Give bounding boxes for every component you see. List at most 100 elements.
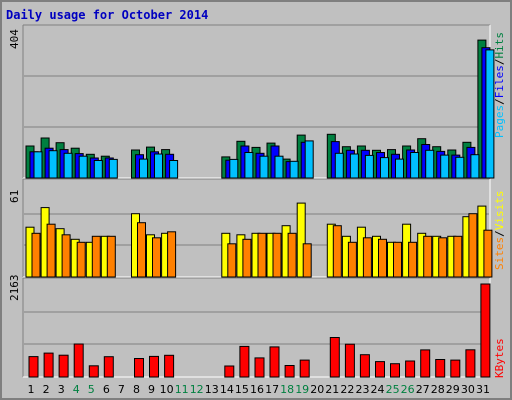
bar-pages-day-27: [425, 149, 435, 179]
bar-sites-day-27: [423, 235, 433, 278]
bar-pages-day-30: [470, 154, 480, 179]
bar-sites-day-18: [287, 232, 297, 278]
bar-pages-day-4: [78, 155, 88, 179]
bar-kbytes-day-4: [73, 343, 84, 378]
bar-pages-day-18: [289, 160, 299, 179]
bar-sites-day-26: [408, 241, 418, 278]
bar-pages-day-23: [364, 154, 374, 179]
bar-kbytes-day-10: [164, 354, 175, 378]
legend-kbytes: KBytes: [493, 338, 506, 378]
bar-pages-day-6: [108, 158, 118, 179]
bar-pages-day-24: [380, 157, 389, 179]
bar-sites-day-5: [91, 235, 101, 278]
bar-kbytes-day-19: [299, 359, 310, 378]
panel-max-label: 61: [8, 190, 21, 203]
bar-kbytes-day-28: [435, 359, 446, 378]
x-tick-label-day-11: 11: [175, 383, 189, 396]
bar-sites-day-24: [378, 238, 387, 278]
bar-visits-day-19: [296, 202, 306, 278]
bar-sites-day-16: [257, 232, 267, 278]
x-tick-label-day-5: 5: [88, 383, 95, 396]
bar-sites-day-6: [106, 235, 116, 278]
bar-sites-day-22: [347, 241, 357, 278]
bar-kbytes-day-24: [375, 361, 385, 378]
bar-sites-day-4: [76, 241, 86, 278]
bar-pages-day-15: [244, 152, 254, 179]
bar-kbytes-day-23: [359, 354, 370, 378]
legend-pages: Pages: [493, 105, 506, 138]
x-tick-label-day-28: 28: [431, 383, 445, 396]
x-tick-label-day-14: 14: [220, 383, 234, 396]
x-tick-label-day-10: 10: [160, 383, 174, 396]
bar-pages-day-14: [229, 158, 239, 179]
x-tick-label-day-24: 24: [371, 383, 385, 396]
bar-kbytes-day-1: [28, 356, 39, 378]
x-tick-label-day-6: 6: [103, 383, 110, 396]
x-tick-label-day-3: 3: [58, 383, 65, 396]
bar-sites-day-10: [167, 231, 177, 278]
bar-sites-day-19: [302, 243, 312, 278]
bar-pages-day-16: [259, 155, 269, 179]
bar-sites-day-8: [137, 222, 146, 278]
x-tick-label-day-4: 4: [73, 383, 80, 396]
bar-sites-day-25: [393, 241, 402, 278]
bar-pages-day-17: [274, 155, 284, 179]
x-tick-label-day-29: 29: [446, 383, 460, 396]
bar-kbytes-day-18: [284, 365, 295, 378]
bar-kbytes-day-22: [344, 343, 355, 378]
bar-sites-day-9: [152, 237, 161, 278]
bar-sites-day-17: [272, 232, 282, 278]
bar-pages-day-9: [154, 153, 163, 179]
legend-sites: Sites: [493, 237, 506, 270]
x-tick-label-day-31: 31: [476, 383, 490, 396]
x-tick-label-day-12: 12: [190, 383, 204, 396]
bar-sites-day-23: [362, 237, 372, 278]
x-tick-label-day-18: 18: [280, 383, 294, 396]
bar-kbytes-day-5: [88, 365, 99, 378]
bar-kbytes-day-9: [149, 355, 159, 378]
panel-legend: Sites/Visits: [493, 191, 506, 271]
x-tick-label-day-13: 13: [205, 383, 219, 396]
bar-pages-day-21: [334, 152, 344, 179]
x-tick-label-day-21: 21: [325, 383, 339, 396]
x-tick-label-day-22: 22: [340, 383, 354, 396]
bar-pages-day-8: [139, 158, 148, 179]
legend-slash: /: [493, 59, 506, 66]
bar-pages-day-10: [169, 160, 179, 179]
bar-kbytes-day-15: [239, 345, 250, 378]
x-tick-label-day-8: 8: [133, 383, 140, 396]
chart-title: Daily usage for October 2014: [6, 8, 208, 22]
bar-kbytes-day-16: [254, 357, 265, 378]
panel-max-label: 404: [8, 29, 21, 49]
bar-sites-day-1: [31, 232, 41, 278]
x-tick-label-day-25: 25: [386, 383, 400, 396]
bar-sites-day-28: [438, 237, 448, 278]
bar-pages-day-31: [485, 49, 495, 179]
bar-kbytes-day-30: [465, 349, 476, 378]
x-tick-label-day-23: 23: [356, 383, 370, 396]
bar-kbytes-day-27: [420, 349, 431, 378]
bar-kbytes-day-25: [390, 363, 400, 378]
x-tick-label-day-1: 1: [28, 383, 35, 396]
bar-pages-day-19: [304, 140, 314, 179]
bar-sites-day-30: [468, 213, 478, 278]
bar-pages-day-29: [455, 156, 465, 179]
bar-pages-day-22: [349, 153, 359, 179]
x-tick-label-day-20: 20: [310, 383, 324, 396]
bar-kbytes-day-3: [58, 354, 69, 378]
bar-kbytes-day-21: [329, 337, 340, 378]
panel-legend: KBytes: [493, 338, 506, 378]
bar-sites-day-15: [242, 238, 252, 278]
bar-pages-day-28: [440, 154, 450, 179]
x-tick-label-day-27: 27: [416, 383, 430, 396]
bar-sites-day-21: [332, 225, 342, 278]
bar-sites-day-14: [227, 243, 237, 278]
bar-pages-day-3: [63, 152, 73, 179]
bar-kbytes-day-26: [405, 360, 416, 378]
x-tick-label-day-9: 9: [148, 383, 155, 396]
bar-pages-day-2: [48, 150, 58, 179]
x-tick-label-day-15: 15: [235, 383, 249, 396]
bar-sites-day-3: [61, 234, 71, 278]
bar-kbytes-day-17: [269, 346, 280, 378]
